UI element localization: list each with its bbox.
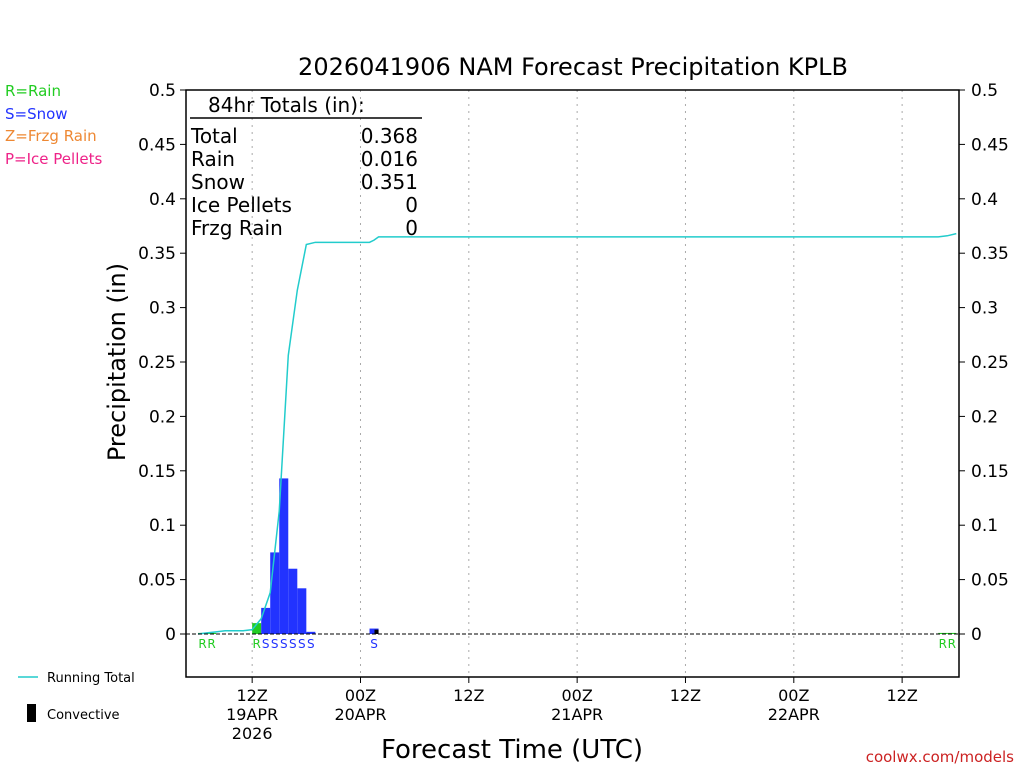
y-tick-labels: 0 00.05 0.050.1 0.10.15 0.150.2 0.20.25 0.250.… xyxy=(138,81,1009,645)
x-tick-label: 22APR xyxy=(768,705,820,724)
totals-row-label: Snow xyxy=(191,170,245,194)
precip-type-code: R xyxy=(207,637,215,651)
grid-lines xyxy=(251,90,903,677)
bar-snow xyxy=(306,631,316,634)
precip-type-code: R xyxy=(939,637,947,651)
totals-row-value: 0.368 xyxy=(361,124,418,148)
bar-snow xyxy=(369,628,379,634)
legend-frzg-rain: Z=Frzg Rain xyxy=(5,127,97,145)
y-tick-label-left: 0.45 xyxy=(138,135,176,155)
y-axis-title: Precipitation (in) xyxy=(103,263,131,461)
y-tick-label-right: 0.5 xyxy=(971,81,998,101)
running-total-legend-label: Running Total xyxy=(47,671,135,686)
precip-type-code: S xyxy=(370,637,378,651)
totals-row-label: Rain xyxy=(191,147,235,171)
bar-rain xyxy=(252,623,262,634)
y-tick-label-right: 0.1 xyxy=(971,516,998,536)
totals-row-value: 0 xyxy=(405,216,418,240)
convective-legend-label: Convective xyxy=(47,708,120,723)
x-tick-label: 21APR xyxy=(551,705,603,724)
legend-rain: R=Rain xyxy=(5,82,61,100)
x-tick-label: 00Z xyxy=(778,686,809,705)
totals-heading: 84hr Totals (in): xyxy=(208,93,365,117)
chart-title: 2026041906 NAM Forecast Precipitation KP… xyxy=(298,53,848,81)
totals-row-label: Ice Pellets xyxy=(191,193,292,217)
totals-row-value: 0.016 xyxy=(361,147,418,171)
x-tick-label: 12Z xyxy=(236,686,267,705)
precip-type-code: S xyxy=(298,637,306,651)
totals-box: 84hr Totals (in): Total 0.368 Rain 0.016… xyxy=(190,93,422,240)
x-tick-label: 19APR xyxy=(226,705,278,724)
x-tick-label: 2026 xyxy=(232,724,273,743)
y-tick-label-left: 0.1 xyxy=(149,516,176,536)
precip-type-code: R xyxy=(253,637,261,651)
y-tick-label-left: 0.05 xyxy=(138,571,176,591)
totals-row-label: Total xyxy=(190,124,238,148)
y-tick-label-right: 0.2 xyxy=(971,407,998,427)
y-tick-label-right: 0 xyxy=(971,625,982,645)
totals-row-value: 0 xyxy=(405,193,418,217)
bar-rain xyxy=(207,632,217,634)
legend-snow: S=Snow xyxy=(5,105,68,123)
bar-snow xyxy=(270,552,280,634)
bar-convective xyxy=(374,629,379,634)
running-total-line xyxy=(197,232,957,635)
bar-snow xyxy=(279,478,289,634)
bar-snow xyxy=(288,568,298,634)
precip-type-code: S xyxy=(280,637,288,651)
y-tick-label-left: 0.15 xyxy=(138,462,176,482)
plot-frame xyxy=(185,89,960,678)
bar-rain xyxy=(947,632,957,634)
x-axis-title: Forecast Time (UTC) xyxy=(381,735,643,765)
y-tick-label-right: 0.25 xyxy=(971,353,1009,373)
precip-type-code: S xyxy=(262,637,270,651)
bar-snow xyxy=(261,607,271,634)
precip-type-code: S xyxy=(289,637,297,651)
bar-rain xyxy=(938,632,948,634)
y-tick-label-left: 0 xyxy=(165,625,176,645)
y-tick-label-right: 0.35 xyxy=(971,244,1009,264)
precip-type-code: R xyxy=(948,637,956,651)
bars-group xyxy=(198,478,957,634)
totals-row-value: 0.351 xyxy=(361,170,418,194)
x-tick-label: 12Z xyxy=(453,686,484,705)
y-tick-label-left: 0.35 xyxy=(138,244,176,264)
totals-row-label: Frzg Rain xyxy=(191,216,283,240)
y-tick-label-left: 0.4 xyxy=(149,190,176,210)
y-tick-label-left: 0.25 xyxy=(138,353,176,373)
y-tick-label-left: 0.2 xyxy=(149,407,176,427)
convective-legend-swatch xyxy=(27,704,36,722)
y-tick-label-right: 0.4 xyxy=(971,190,998,210)
y-tick-label-right: 0.3 xyxy=(971,299,998,319)
x-tick-label: 00Z xyxy=(345,686,376,705)
x-tick-label: 20APR xyxy=(334,705,386,724)
precip-type-code: S xyxy=(307,637,315,651)
bar-snow xyxy=(297,588,307,634)
y-tick-label-right: 0.05 xyxy=(971,571,1009,591)
credit-text: coolwx.com/models xyxy=(866,748,1014,766)
precip-type-code: S xyxy=(271,637,279,651)
precip-type-code: R xyxy=(198,637,206,651)
y-tick-label-right: 0.45 xyxy=(971,135,1009,155)
x-tick-label: 00Z xyxy=(561,686,592,705)
x-tick-label: 12Z xyxy=(670,686,701,705)
y-tick-label-left: 0.3 xyxy=(149,299,176,319)
y-tick-label-left: 0.5 xyxy=(149,81,176,101)
y-tick-label-right: 0.15 xyxy=(971,462,1009,482)
legend-ice-pellets: P=Ice Pellets xyxy=(5,150,102,168)
x-tick-label: 12Z xyxy=(886,686,917,705)
